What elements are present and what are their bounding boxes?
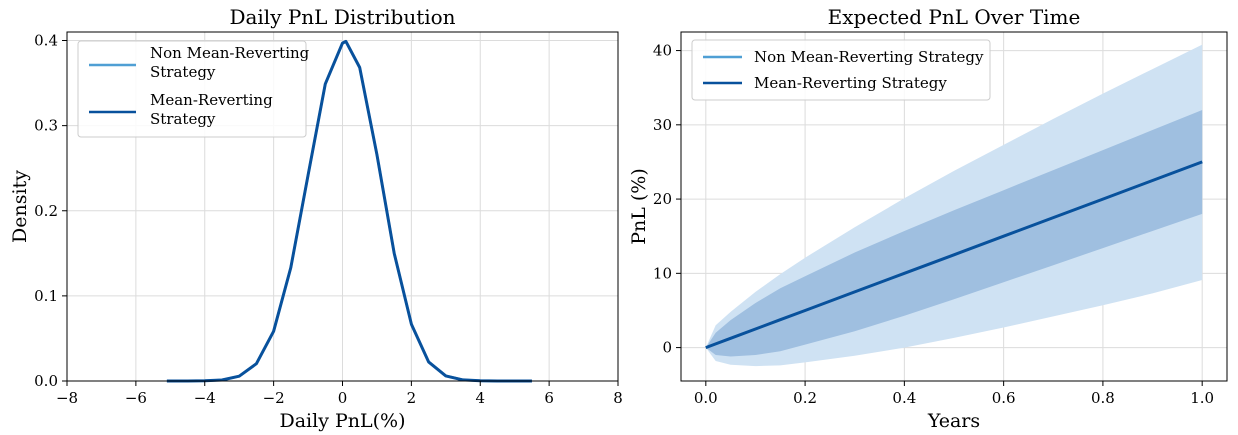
x-tick-label: −4 [194,389,216,407]
y-tick-label: 0.4 [34,32,58,50]
series-line-mean-reverting [705,160,1203,350]
x-tick-label: 0.8 [1091,389,1115,407]
right-chart-frame [680,31,1228,382]
x-tick-label: 1.0 [1190,389,1214,407]
x-tick-label: 0.0 [694,389,718,407]
x-tick-label: 0.4 [892,389,916,407]
left-chart-legend: Non Mean-Reverting Strategy Mean-Reverti… [77,40,310,138]
left-chart-series-lines [166,39,532,383]
left-chart-panel: −8 −6 −4 −2 0 2 4 6 8 0.0 0.1 0.2 0.3 0.4 Daily PnL D… [9,5,623,432]
legend-label-non-mean-reverting-line1: Non Mean-Reverting [150,44,310,62]
x-tick-label: −2 [263,389,285,407]
series-line-mean-reverting [166,39,532,383]
x-tick-label: 8 [613,389,623,407]
legend-label-mean-reverting-line1: Mean-Reverting [150,91,273,109]
right-chart-legend: Non Mean-Reverting Strategy Mean-Reverti… [691,39,991,101]
right-chart-panel: 0.0 0.2 0.4 0.6 0.8 1.0 0 10 20 30 40 Expected PnL… [628,5,1228,432]
y-tick-label: 0.2 [34,202,58,220]
right-chart-ticks: 0.0 0.2 0.4 0.6 0.8 1.0 0 10 20 30 40 [653,42,1214,407]
legend-label-mean-reverting: Mean-Reverting Strategy [754,74,947,92]
right-chart-x-axis-label: Years [927,410,980,432]
left-chart-y-axis-label: Density [9,170,31,243]
right-chart-series-lines [705,160,1203,350]
right-chart-legend-box [691,39,991,101]
legend-label-non-mean-reverting: Non Mean-Reverting Strategy [754,48,984,66]
x-tick-label: 2 [407,389,417,407]
x-tick-label: 6 [544,389,554,407]
x-tick-label: 4 [475,389,485,407]
legend-label-non-mean-reverting-line2: Strategy [150,63,216,81]
right-chart-title: Expected PnL Over Time [828,5,1081,29]
y-tick-label: 10 [653,264,672,282]
y-tick-label: 0.3 [34,117,58,135]
y-tick-label: 0.0 [34,372,58,390]
y-tick-label: 0 [662,339,672,357]
x-tick-label: 0.6 [992,389,1016,407]
y-tick-label: 20 [653,190,672,208]
left-chart-ticks: −8 −6 −4 −2 0 2 4 6 8 0.0 0.1 0.2 0.3 0.4 [34,32,623,407]
right-chart-y-axis-label: PnL (%) [628,168,650,245]
left-chart-x-axis-label: Daily PnL(%) [279,410,405,432]
y-tick-label: 40 [653,42,672,60]
legend-label-mean-reverting-line2: Strategy [150,110,216,128]
y-tick-label: 30 [653,116,672,134]
left-chart-title: Daily PnL Distribution [229,5,455,29]
x-tick-label: 0 [338,389,348,407]
y-tick-label: 0.1 [34,287,58,305]
band-mean-reverting [705,110,1203,357]
x-tick-label: 0.2 [793,389,817,407]
x-tick-label: −6 [125,389,147,407]
left-chart-grid [66,32,619,382]
x-tick-label: −8 [56,389,78,407]
right-chart-bands [705,44,1203,367]
